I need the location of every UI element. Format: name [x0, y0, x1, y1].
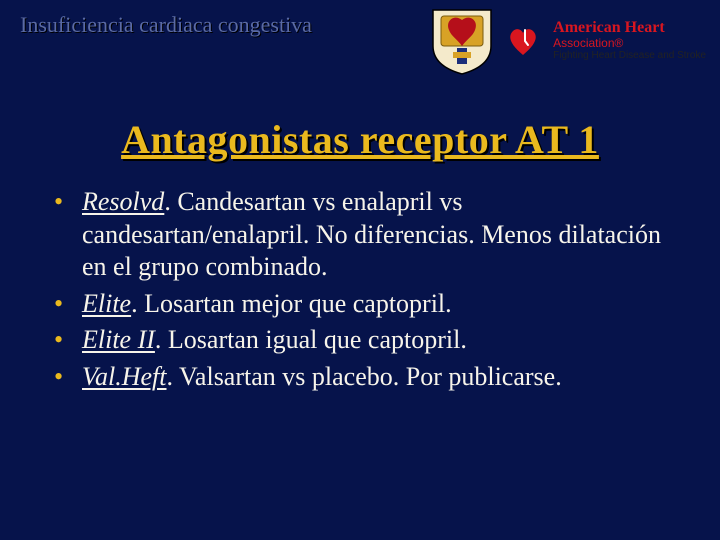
- aha-tagline: Fighting Heart Disease and Stroke: [553, 51, 706, 62]
- bullet-item: Resolvd. Candesartan vs enalapril vs can…: [54, 186, 670, 284]
- bullet-text: . Valsartan vs placebo. Por publicarse.: [167, 362, 562, 391]
- study-name: Elite II: [82, 325, 155, 354]
- aha-name: American Heart: [553, 20, 706, 37]
- study-name: Resolvd: [82, 187, 164, 216]
- bullet-item: Val.Heft. Valsartan vs placebo. Por publ…: [54, 361, 670, 394]
- bullet-item: Elite II. Losartan igual que captopril.: [54, 324, 670, 357]
- bullet-ul: Resolvd. Candesartan vs enalapril vs can…: [54, 186, 670, 393]
- bullet-text: . Losartan igual que captopril.: [155, 325, 467, 354]
- slide-title: Antagonistas receptor AT 1: [0, 116, 720, 163]
- bullet-text: . Candesartan vs enalapril vs candesarta…: [82, 187, 661, 281]
- slide: Insuficiencia cardiaca congestiva Americ…: [0, 0, 720, 540]
- bullet-item: Elite. Losartan mejor que captopril.: [54, 288, 670, 321]
- slide-title-text: Antagonistas receptor AT 1: [121, 117, 599, 162]
- aha-text-block: American Heart Association® Fighting Hea…: [553, 20, 706, 62]
- study-name: Val.Heft: [82, 362, 167, 391]
- slide-context-label: Insuficiencia cardiaca congestiva: [20, 12, 312, 38]
- header-logos: American Heart Association® Fighting Hea…: [431, 6, 706, 76]
- bullet-text: . Losartan mejor que captopril.: [131, 289, 452, 318]
- bullet-list: Resolvd. Candesartan vs enalapril vs can…: [54, 186, 670, 397]
- aha-heart-icon: [505, 23, 541, 59]
- study-name: Elite: [82, 289, 131, 318]
- crest-logo-icon: [431, 6, 493, 76]
- aha-sub: Association®: [553, 37, 706, 50]
